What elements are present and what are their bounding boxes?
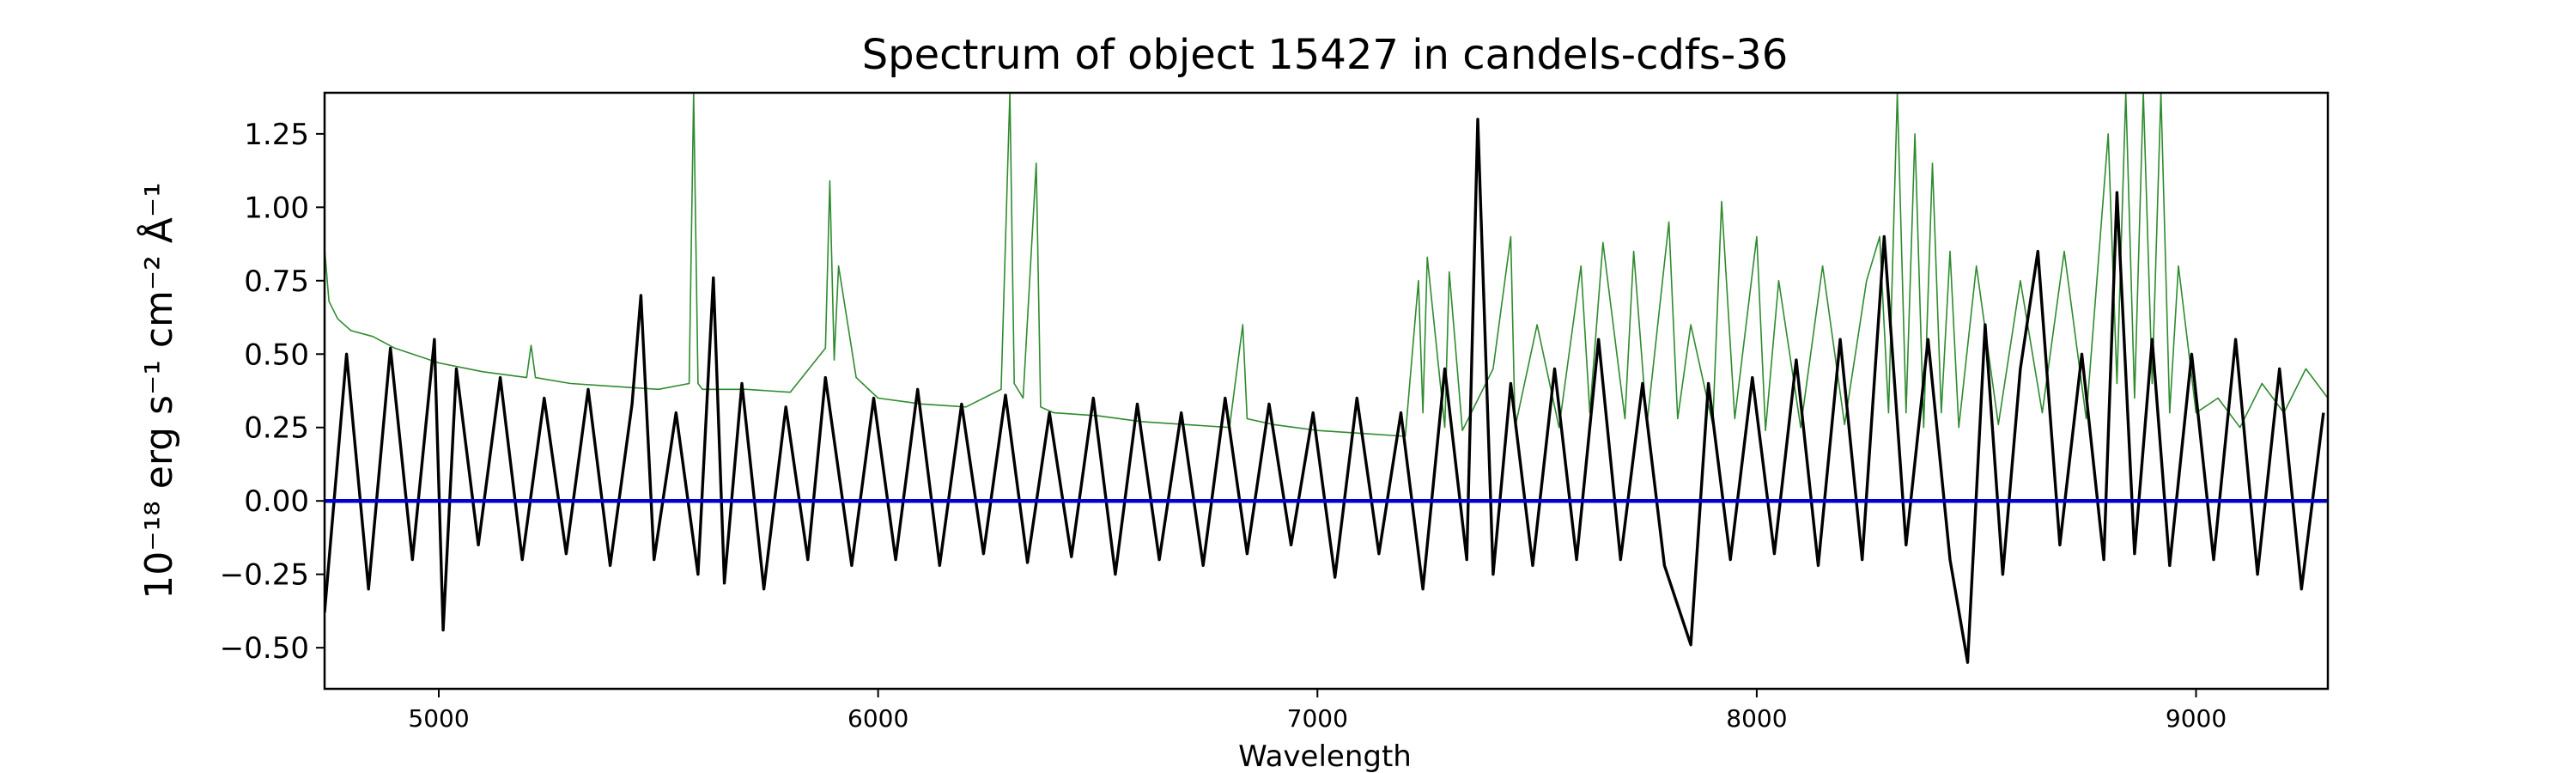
x-tick-label: 5000 <box>408 704 469 733</box>
y-tick-label: 0.00 <box>244 484 309 519</box>
y-tick-label: 0.50 <box>244 338 309 372</box>
y-tick-label: 1.25 <box>244 118 309 152</box>
y-axis-label: 10⁻¹⁸ erg s⁻¹ cm⁻² Å⁻¹ <box>136 182 181 599</box>
x-tick-label: 8000 <box>1726 704 1787 733</box>
y-tick-label: 0.25 <box>244 411 309 446</box>
x-axis: 5000 6000 7000 8000 9000 <box>408 689 2227 733</box>
flux-series-line <box>325 118 2325 664</box>
series-layer <box>325 93 2328 664</box>
y-axis: −0.50 −0.25 0.00 0.25 0.50 0.75 1.00 1.25 <box>220 118 325 666</box>
y-tick-label: −0.25 <box>220 558 309 593</box>
y-tick-label: 0.75 <box>244 265 309 299</box>
plot-frame <box>323 91 2330 691</box>
x-tick-label: 7000 <box>1287 704 1348 733</box>
plot-area <box>323 91 2330 691</box>
y-tick-label: −0.50 <box>220 631 309 666</box>
x-axis-label: Wavelength <box>1238 740 1412 773</box>
chart-title: Spectrum of object 15427 in candels-cdfs… <box>862 31 1789 79</box>
y-tick-label: 1.00 <box>244 191 309 225</box>
x-tick-label: 9000 <box>2166 704 2227 733</box>
x-tick-label: 6000 <box>848 704 908 733</box>
